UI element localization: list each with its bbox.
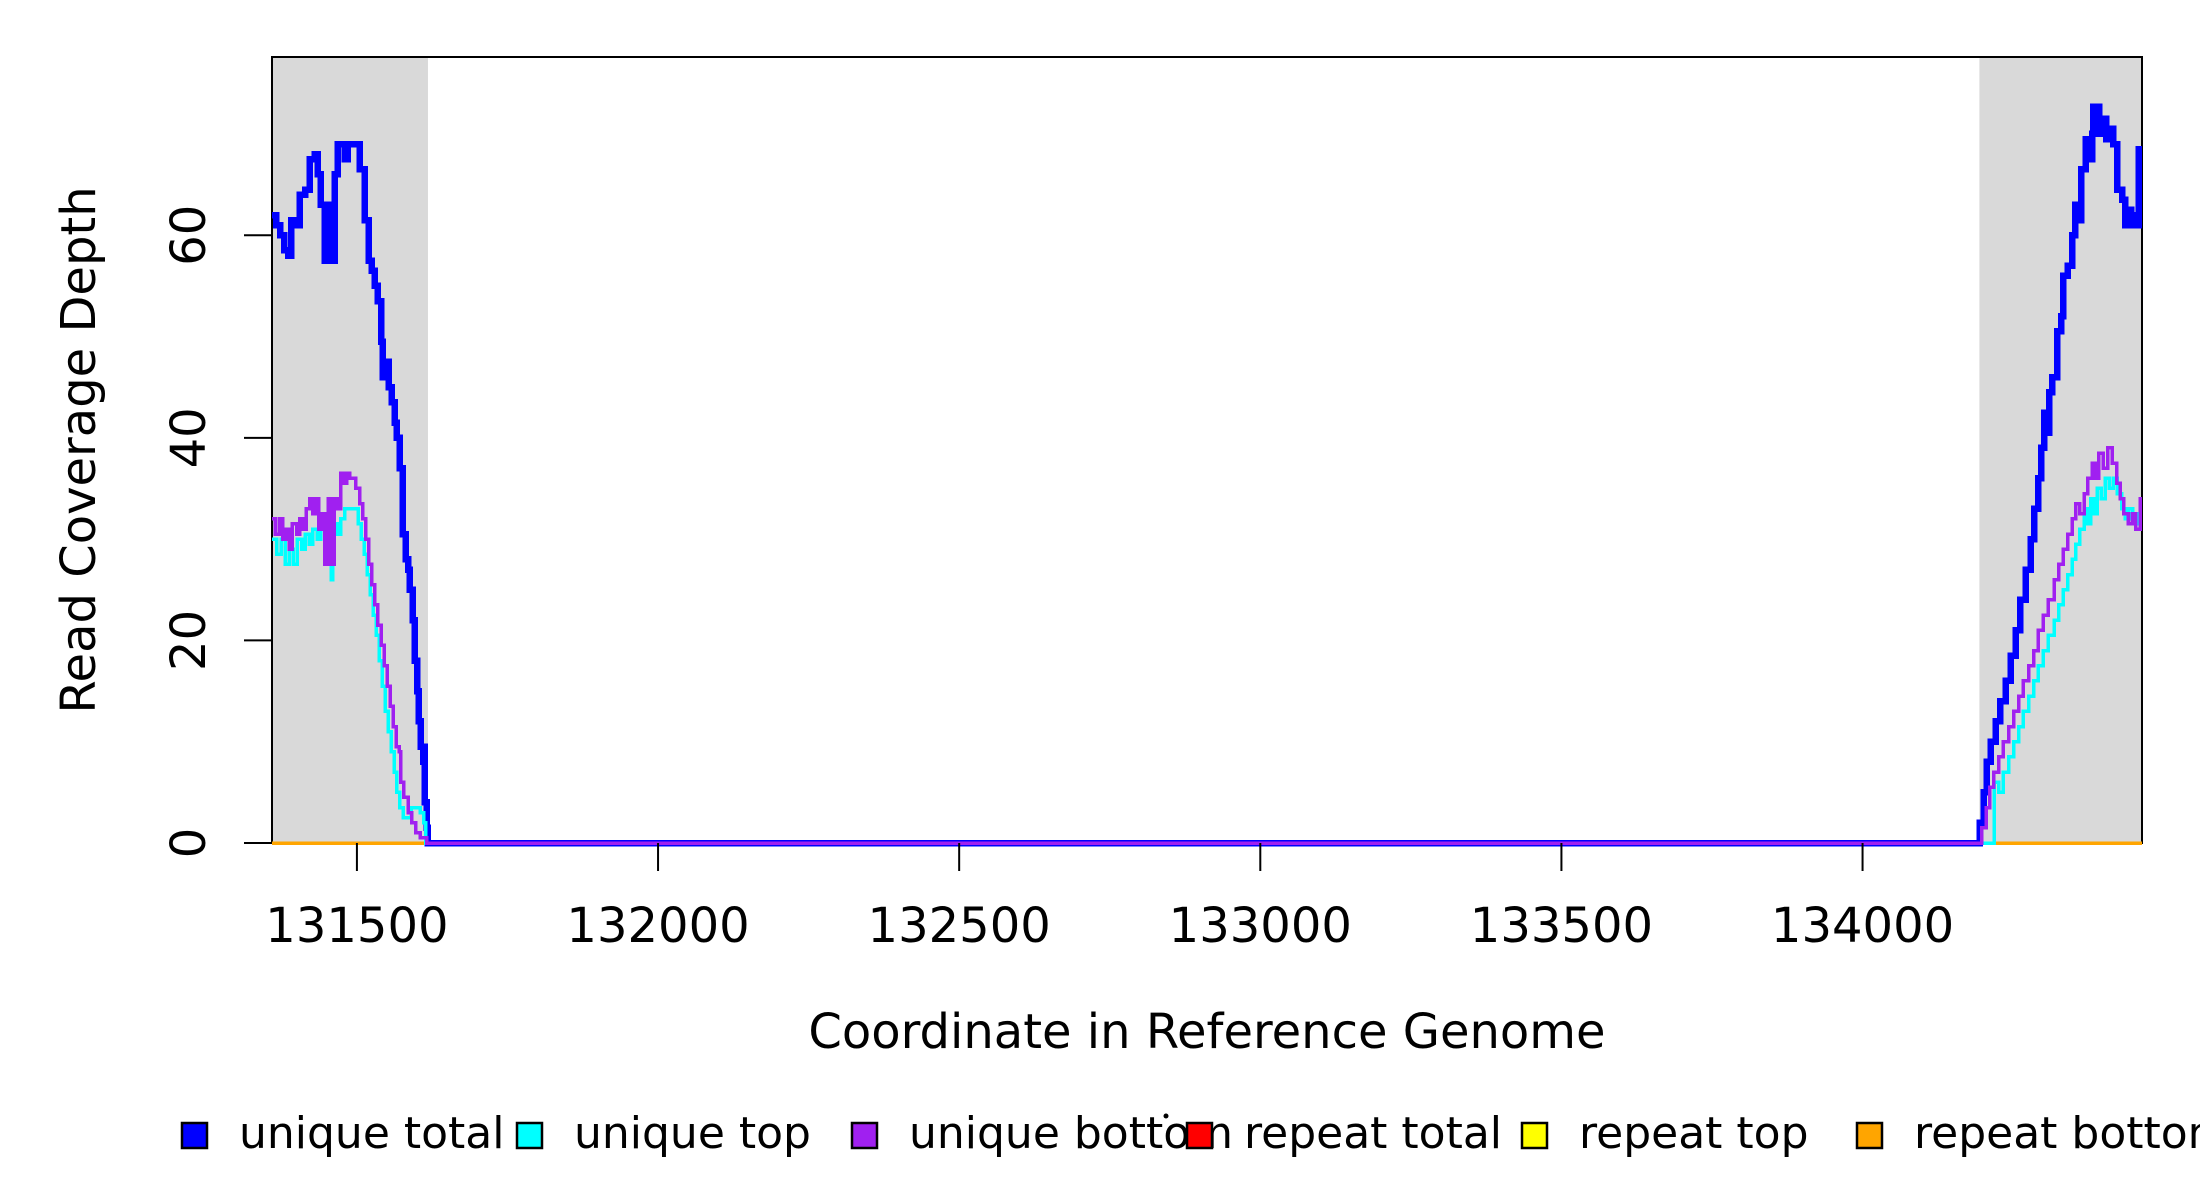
y-tick-label: 40 <box>161 407 217 468</box>
y-axis: 0 20 40 60 <box>161 205 272 859</box>
stray-dot-mark <box>1163 1113 1169 1119</box>
y-tick-label: 60 <box>161 205 217 266</box>
plot-frame <box>271 56 2143 844</box>
data-series <box>272 103 2143 847</box>
x-axis-title: Coordinate in Reference Genome <box>808 1004 1605 1060</box>
y-tick-label: 20 <box>161 610 217 671</box>
y-axis-title: Read Coverage Depth <box>51 186 107 713</box>
x-tick-label: 131500 <box>265 898 448 954</box>
legend-swatch-repeat-top <box>1520 1121 1549 1150</box>
series-unique-total-line <box>272 103 2143 847</box>
legend-swatch-unique-total <box>180 1121 209 1150</box>
series-unique-bottom-line <box>272 446 2142 845</box>
y-tick-label: 0 <box>161 828 217 859</box>
legend-label-repeat-top: repeat top <box>1579 1108 1809 1159</box>
legend-label-repeat-bottom: repeat bottom <box>1914 1108 2200 1159</box>
x-axis: 131500 132000 132500 133000 133500 134000 <box>265 843 1954 954</box>
legend-swatch-repeat-bottom <box>1855 1121 1884 1150</box>
x-tick-label: 134000 <box>1771 898 1954 954</box>
series-unique-top-line <box>272 476 2142 845</box>
legend-label-unique-total: unique total <box>239 1108 504 1159</box>
plot-box <box>271 56 2143 844</box>
legend: unique total unique top unique bottom repea… <box>180 1108 2200 1159</box>
legend-swatch-unique-bottom <box>850 1121 879 1150</box>
legend-swatch-repeat-total <box>1185 1121 1214 1150</box>
x-tick-label: 133500 <box>1470 898 1653 954</box>
legend-label-repeat-total: repeat total <box>1244 1108 1502 1159</box>
legend-swatch-unique-top <box>515 1121 544 1150</box>
legend-label-unique-top: unique top <box>574 1108 811 1159</box>
shaded-region <box>272 57 428 843</box>
shaded-regions <box>272 57 2142 843</box>
x-tick-label: 132000 <box>566 898 749 954</box>
legend-label-unique-bottom: unique bottom <box>909 1108 1233 1159</box>
x-tick-label: 133000 <box>1169 898 1352 954</box>
x-tick-label: 132500 <box>868 898 1051 954</box>
